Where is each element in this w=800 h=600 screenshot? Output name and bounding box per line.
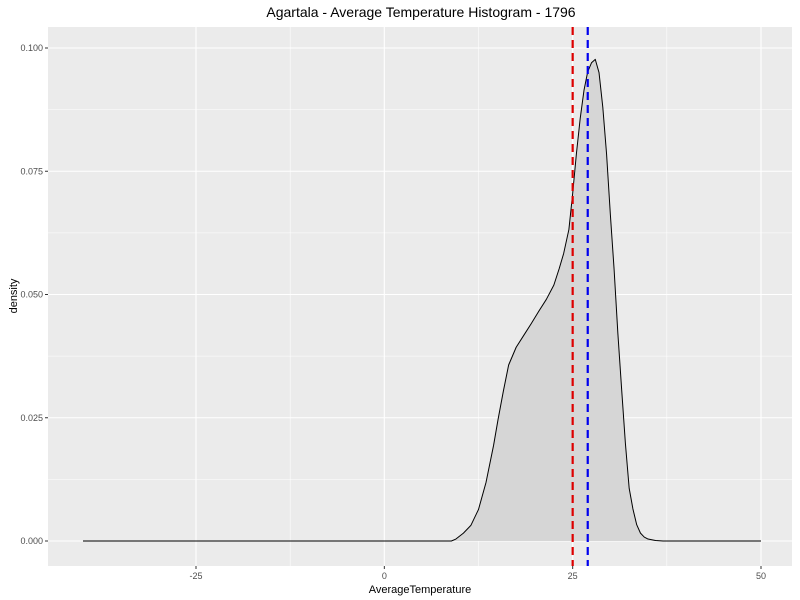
x-tick-label: 0	[382, 571, 387, 581]
y-tick-label: 0.000	[20, 536, 43, 546]
x-tick-label: 50	[756, 571, 766, 581]
y-tick-label: 0.025	[20, 413, 43, 423]
density-curve	[83, 58, 761, 542]
density-area	[83, 59, 761, 542]
data-layer	[83, 58, 761, 542]
x-axis: -25 0 25 50	[189, 566, 766, 581]
reference-lines	[571, 27, 589, 566]
y-tick-label: 0.075	[20, 166, 43, 176]
y-tick-label: 0.100	[20, 43, 43, 53]
y-tick-label: 0.050	[20, 290, 43, 300]
y-axis-title: density	[8, 278, 20, 313]
x-axis-title: AverageTemperature	[369, 584, 472, 596]
x-tick-label: 25	[568, 571, 578, 581]
chart-title: Agartala - Average Temperature Histogram…	[266, 4, 575, 20]
plot-panel	[48, 27, 792, 566]
x-tick-label: -25	[189, 571, 202, 581]
y-axis: 0.000 0.025 0.050 0.075 0.100	[20, 43, 48, 546]
minor-grid	[48, 27, 792, 566]
